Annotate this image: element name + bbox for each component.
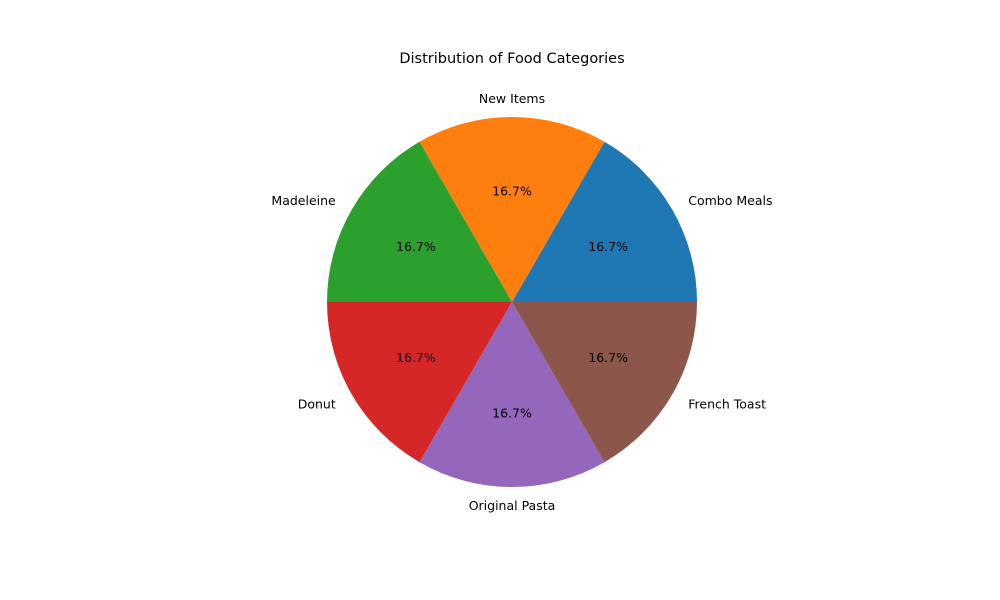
slice-label-original-pasta: Original Pasta — [469, 498, 556, 513]
slice-label-combo-meals: Combo Meals — [688, 193, 772, 208]
percent-labels: 16.7% 16.7% 16.7% 16.7% 16.7% 16.7% — [396, 184, 628, 421]
slice-label-new-items: New Items — [479, 91, 545, 106]
category-labels: Combo Meals New Items Madeleine Donut Origin… — [271, 91, 772, 513]
slice-label-donut: Donut — [298, 396, 336, 411]
percent-label-madeleine: 16.7% — [396, 239, 436, 254]
slice-label-madeleine: Madeleine — [271, 193, 336, 208]
pie-slices — [327, 117, 697, 487]
percent-label-original-pasta: 16.7% — [492, 406, 532, 421]
pie-slice-donut — [327, 302, 512, 463]
percent-label-new-items: 16.7% — [492, 184, 532, 199]
chart-title: Distribution of Food Categories — [399, 51, 624, 67]
pie-slice-new-items — [419, 117, 605, 303]
pie-slice-combo-meals — [512, 141, 697, 302]
pie-slice-original-pasta — [419, 302, 605, 487]
percent-label-donut: 16.7% — [396, 350, 436, 365]
pie-slice-french-toast — [512, 302, 697, 463]
percent-label-combo-meals: 16.7% — [588, 239, 628, 254]
slice-label-french-toast: French Toast — [688, 396, 766, 411]
pie-slice-madeleine — [327, 141, 512, 302]
percent-label-french-toast: 16.7% — [588, 350, 628, 365]
